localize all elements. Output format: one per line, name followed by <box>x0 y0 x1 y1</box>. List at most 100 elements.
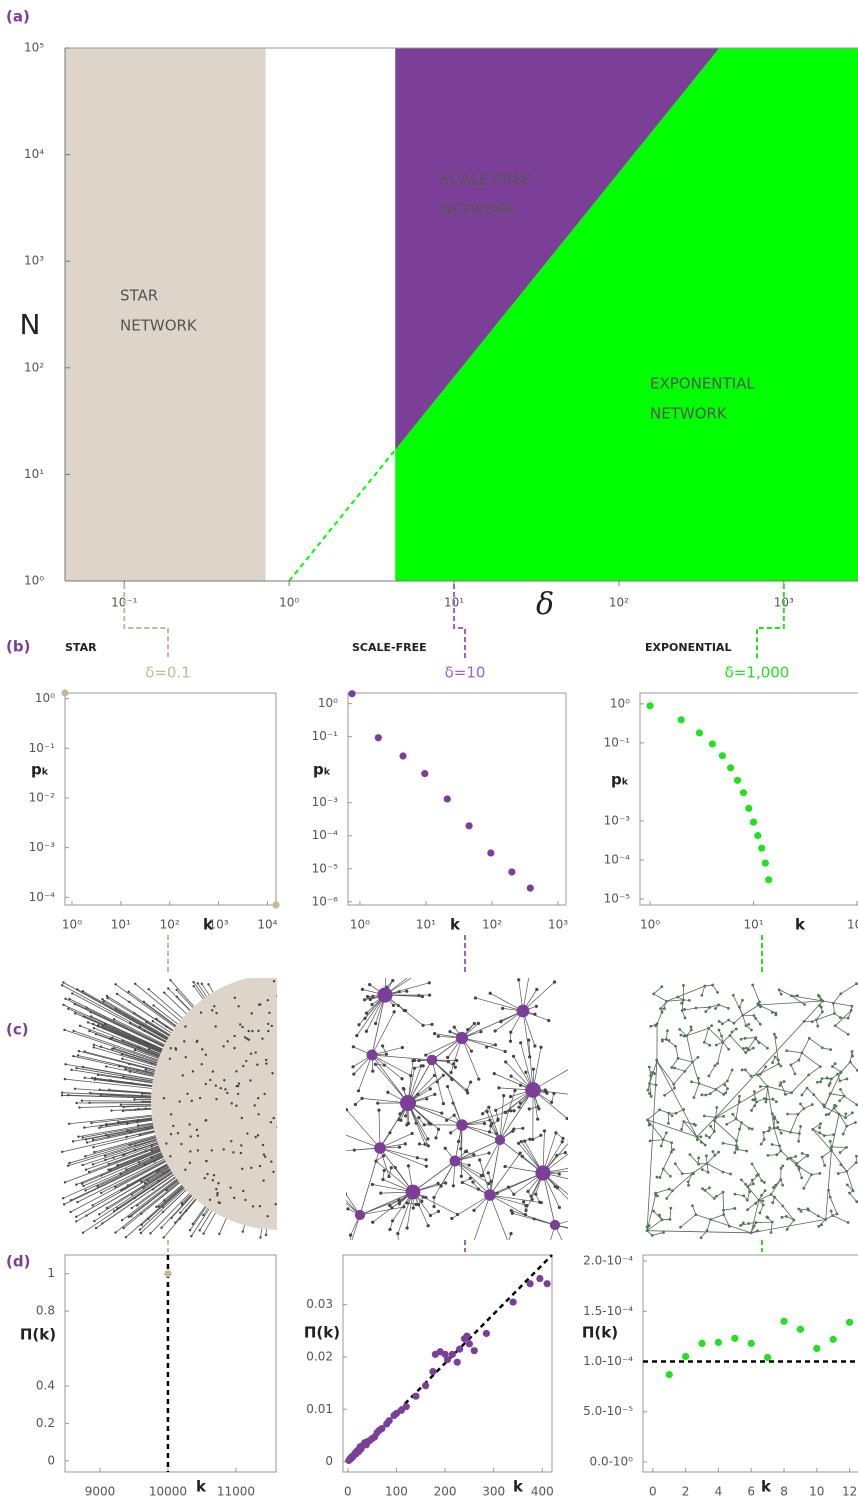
data-point <box>780 1318 787 1325</box>
exp-node <box>827 1113 830 1116</box>
exp-node <box>800 1210 803 1213</box>
star-node <box>328 1006 330 1008</box>
x-tick-label: 10⁴ <box>257 918 277 932</box>
exp-node <box>721 1171 724 1174</box>
star-node <box>226 1092 228 1094</box>
star-node <box>287 1218 289 1220</box>
exp-node <box>818 1131 821 1134</box>
sf-node <box>371 1183 374 1186</box>
data-point <box>765 876 772 883</box>
exp-node <box>820 1223 823 1226</box>
sf-node <box>509 1109 512 1112</box>
sf-edge <box>340 1148 380 1151</box>
x-tick-label: 10¹ <box>111 918 131 932</box>
sf-node <box>365 1030 368 1033</box>
sf-node <box>521 1155 524 1158</box>
exp-node <box>759 1023 762 1026</box>
exp-node <box>668 1188 671 1191</box>
star-node <box>201 1048 203 1050</box>
star-node <box>197 1135 199 1137</box>
exp-edge <box>723 1143 736 1145</box>
sf-node <box>449 1131 452 1134</box>
exp-node <box>821 1156 824 1159</box>
star-leaf <box>76 988 78 990</box>
star-leaf <box>74 1003 76 1005</box>
exp-node <box>774 1184 777 1187</box>
exp-node <box>662 1231 665 1234</box>
data-point <box>348 690 355 697</box>
y-tick-label: 0.02 <box>306 1349 333 1363</box>
star-node <box>331 1127 333 1129</box>
star-node <box>301 1051 303 1053</box>
exp-node <box>793 1219 796 1222</box>
exp-edge <box>656 1189 670 1193</box>
star-node <box>189 1150 191 1152</box>
exp-node <box>762 1204 765 1207</box>
exp-node <box>780 993 783 996</box>
sf-node <box>444 1181 447 1184</box>
sf-node <box>412 1206 415 1209</box>
exp-node <box>807 1074 810 1077</box>
exp-node <box>773 1117 776 1120</box>
data-point <box>429 1368 436 1375</box>
exp-node <box>691 1204 694 1207</box>
x-tick-label: 2 <box>682 1485 690 1499</box>
exp-edge <box>696 1007 710 1008</box>
sf-node <box>428 993 431 996</box>
exp-node <box>829 1048 832 1051</box>
exp-node <box>754 1017 757 1020</box>
star-node <box>222 1148 224 1150</box>
star-node <box>178 1100 180 1102</box>
sf-node <box>450 1078 453 1081</box>
sf-node <box>539 1134 542 1137</box>
exp-node <box>650 1095 653 1098</box>
sf-node <box>469 1177 472 1180</box>
star-leaf <box>129 1131 131 1133</box>
sf-node <box>574 1133 577 1136</box>
star-node <box>301 1014 303 1016</box>
exp-edge <box>775 1197 783 1206</box>
star-leaf <box>85 1138 87 1140</box>
star-leaf <box>181 1202 183 1204</box>
exp-edge <box>844 1096 856 1105</box>
star-node <box>215 1188 217 1190</box>
exp-node <box>666 1029 669 1032</box>
exp-node <box>819 1122 822 1125</box>
sf-node <box>519 1041 522 1044</box>
sf-node <box>528 1107 531 1110</box>
exp-node <box>826 1077 829 1080</box>
exp-node <box>745 1024 748 1027</box>
exp-edge <box>678 1058 692 1062</box>
exp-node <box>741 1069 744 1072</box>
exp-node <box>839 1016 842 1019</box>
star-node <box>238 1082 240 1084</box>
exp-node <box>703 1189 706 1192</box>
star-node <box>324 1156 326 1158</box>
star-leaf <box>125 1168 127 1170</box>
sf-node <box>468 1164 471 1167</box>
exp-node <box>839 992 842 995</box>
sf-hub <box>525 1082 541 1098</box>
sf-node <box>528 1138 531 1141</box>
star-leaf <box>71 992 73 994</box>
exp-node <box>747 1023 750 1026</box>
exp-node <box>852 1189 855 1192</box>
exp-edge <box>707 1163 723 1172</box>
exp-node <box>848 1192 851 1195</box>
exp-node <box>727 1048 730 1051</box>
x-axis-label: k <box>203 916 214 934</box>
exp-node <box>718 1029 721 1032</box>
star-node <box>345 1170 347 1172</box>
sf-node <box>379 1191 382 1194</box>
exp-edge <box>718 1042 723 1063</box>
exp-edge <box>826 1150 832 1219</box>
star-leaf <box>109 1168 111 1170</box>
star-leaf <box>138 1047 140 1049</box>
exp-node <box>661 1040 664 1043</box>
star-node <box>256 1064 258 1066</box>
exp-edge <box>711 1215 724 1220</box>
star-node <box>257 1097 259 1099</box>
exp-edge <box>758 1075 768 1087</box>
exp-node <box>721 1022 724 1025</box>
star-node <box>315 1006 317 1008</box>
